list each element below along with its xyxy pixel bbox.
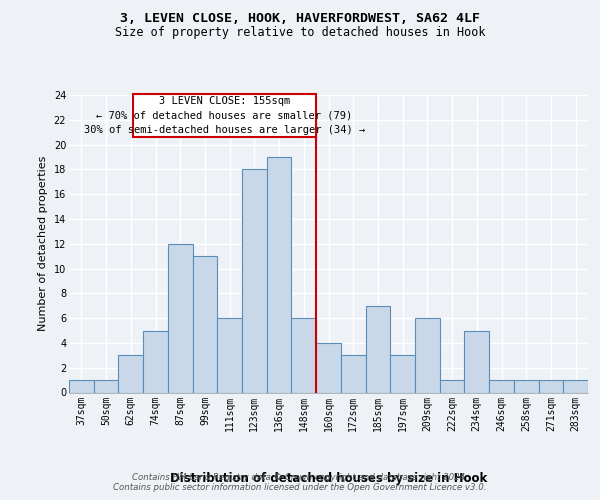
Bar (267, 157, 292, 392)
Bar (316, 343, 341, 392)
Bar (390, 356, 415, 393)
X-axis label: Distribution of detached houses by size in Hook: Distribution of detached houses by size … (170, 472, 487, 485)
Bar (217, 318, 242, 392)
Bar (440, 380, 464, 392)
Bar (193, 256, 217, 392)
Bar (94, 380, 118, 392)
Bar (118, 356, 143, 393)
Bar (143, 330, 168, 392)
Bar (539, 380, 563, 392)
Bar (365, 306, 390, 392)
FancyBboxPatch shape (133, 94, 316, 137)
Bar (514, 380, 539, 392)
Bar (242, 170, 267, 392)
Bar (489, 380, 514, 392)
Bar (464, 330, 489, 392)
Y-axis label: Number of detached properties: Number of detached properties (38, 156, 48, 332)
Bar (563, 380, 588, 392)
Text: 3, LEVEN CLOSE, HOOK, HAVERFORDWEST, SA62 4LF: 3, LEVEN CLOSE, HOOK, HAVERFORDWEST, SA6… (120, 12, 480, 26)
Bar (341, 356, 365, 393)
Text: Size of property relative to detached houses in Hook: Size of property relative to detached ho… (115, 26, 485, 39)
Bar (292, 318, 316, 392)
Text: 3 LEVEN CLOSE: 155sqm
← 70% of detached houses are smaller (79)
30% of semi-deta: 3 LEVEN CLOSE: 155sqm ← 70% of detached … (84, 96, 365, 135)
Bar (69, 380, 94, 392)
Text: Contains HM Land Registry data © Crown copyright and database right 2024.
Contai: Contains HM Land Registry data © Crown c… (113, 473, 487, 492)
Bar (415, 318, 440, 392)
Bar (168, 244, 193, 392)
